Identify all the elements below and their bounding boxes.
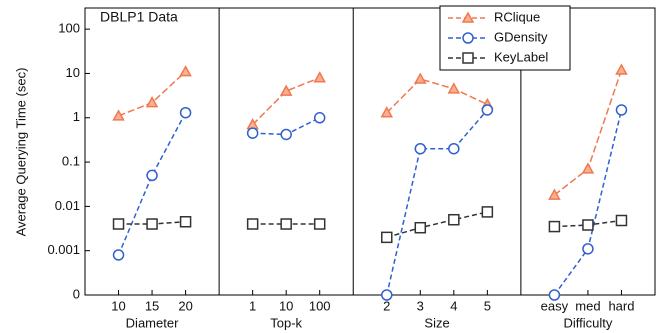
marker (313, 71, 326, 83)
marker (279, 84, 293, 96)
marker (582, 243, 594, 255)
marker (381, 231, 393, 244)
marker (246, 127, 259, 139)
marker (179, 65, 192, 77)
series-line (553, 109, 623, 296)
series-line (386, 78, 488, 114)
x-tick-label: 1 (249, 298, 256, 313)
marker (548, 289, 561, 301)
y-tick-label: 0.1 (62, 154, 80, 169)
legend-label: KeyLabel (494, 49, 548, 64)
x-tick-label: 3 (417, 298, 424, 313)
x-tick-label: hard (608, 298, 634, 313)
marker (414, 221, 427, 234)
marker (462, 32, 474, 44)
x-tick-label: 15 (145, 298, 159, 313)
marker (448, 213, 460, 226)
marker (179, 106, 192, 119)
annotation: DBLP1 Data (100, 9, 178, 25)
marker (313, 218, 326, 230)
series-line (252, 77, 320, 126)
marker (246, 218, 259, 230)
series-line (386, 211, 488, 239)
y-tick-label: 1 (73, 109, 80, 124)
marker (381, 289, 393, 301)
marker (461, 11, 475, 23)
group-label: Difficulty (563, 315, 612, 330)
marker (145, 96, 159, 108)
marker (112, 249, 125, 261)
plot-frame (84, 7, 656, 296)
marker (615, 214, 628, 227)
marker (146, 218, 158, 230)
series-line (386, 109, 488, 296)
marker (447, 82, 461, 94)
legend-label: GDensity (494, 29, 548, 44)
marker (380, 106, 394, 118)
marker (112, 109, 125, 121)
marker (280, 218, 292, 230)
marker (548, 188, 561, 200)
marker (179, 215, 192, 228)
y-tick-label: 10 (66, 65, 80, 80)
marker (414, 72, 427, 84)
marker (581, 162, 595, 174)
marker (582, 219, 594, 231)
x-tick-label: 2 (383, 298, 390, 313)
marker (548, 220, 561, 233)
marker (448, 142, 460, 155)
marker (481, 206, 494, 218)
y-tick-label: 0.001 (47, 242, 80, 257)
marker (280, 128, 292, 141)
series-line (553, 69, 623, 196)
x-tick-label: easy (541, 298, 569, 313)
y-tick-label: 0 (73, 286, 80, 301)
y-tick-label: 100 (58, 21, 80, 36)
x-tick-label: 20 (178, 298, 192, 313)
marker (462, 52, 474, 64)
series-line (117, 112, 187, 256)
marker (146, 169, 158, 182)
group-label: Size (424, 315, 449, 330)
y-axis-label: Average Querying Time (sec) (13, 68, 28, 237)
x-tick-label: 100 (309, 298, 331, 313)
x-tick-label: med (575, 298, 600, 313)
x-tick-label: 4 (450, 298, 457, 313)
x-tick-label: 10 (111, 298, 125, 313)
group-label: Top-k (270, 315, 302, 330)
y-tick-label: 0.01 (55, 198, 80, 213)
marker (112, 218, 125, 230)
marker (481, 104, 494, 116)
group-label: Diameter (126, 315, 179, 330)
legend-label: RClique (494, 9, 540, 24)
x-tick-label: 10 (279, 298, 293, 313)
marker (615, 104, 628, 116)
marker (615, 63, 628, 75)
legend-box (439, 5, 571, 71)
marker (313, 112, 326, 124)
marker (414, 142, 427, 155)
x-tick-label: 5 (484, 298, 491, 313)
series-line (118, 71, 187, 117)
